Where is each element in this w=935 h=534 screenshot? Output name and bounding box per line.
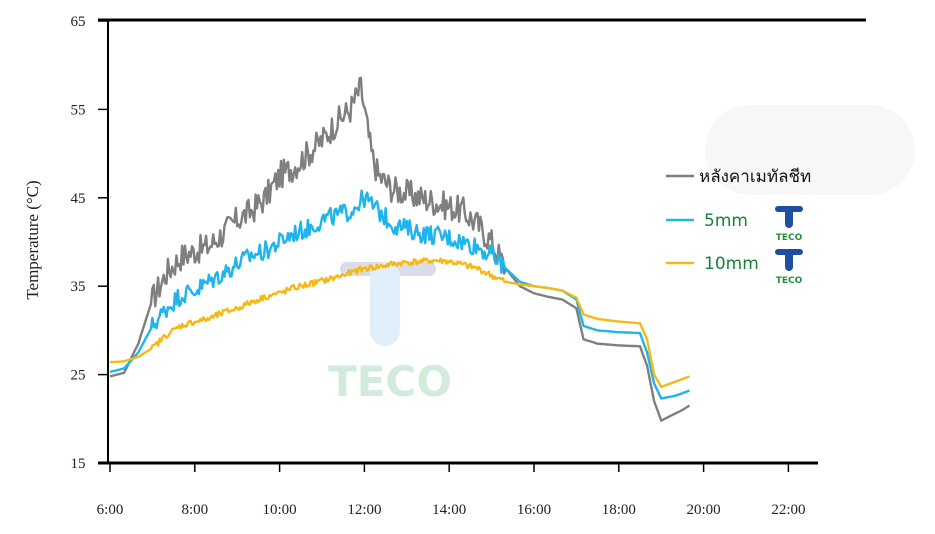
- x-tick-label: 20:00: [687, 502, 721, 518]
- x-tick-label: 6:00: [97, 502, 124, 518]
- logo-stem: [785, 206, 793, 228]
- x-tick-label: 8:00: [181, 502, 208, 518]
- series-line-1: [109, 189, 690, 400]
- series-group: [109, 76, 691, 422]
- teco-logo: TECO: [775, 206, 803, 243]
- x-ticks: 6:00 8:00 10:00 12:00 14:00 16:00 18:00 20:00 22…: [97, 463, 805, 518]
- logo-text: TECO: [776, 233, 803, 243]
- watermark-text: TECO: [328, 357, 452, 406]
- y-tick-label: 45: [71, 191, 86, 207]
- y-tick-label: 15: [71, 456, 86, 472]
- logo-text: TECO: [776, 276, 803, 286]
- legend-label: 5mm: [704, 211, 748, 231]
- teco-watermark: TECO: [328, 262, 452, 406]
- teco-logo: TECO: [775, 249, 803, 286]
- watermark-bar: [340, 262, 436, 276]
- logo-stem: [785, 249, 793, 271]
- x-tick-label: 12:00: [347, 502, 381, 518]
- legend-background: [705, 105, 915, 195]
- y-ticks: 15 25 35 45 55 65: [71, 14, 108, 472]
- y-axis-label: Temperature (°C): [23, 180, 42, 299]
- axes: [98, 18, 866, 465]
- x-tick-label: 22:00: [771, 502, 805, 518]
- series-line-0: [109, 76, 691, 422]
- y-tick-label: 55: [71, 102, 86, 118]
- x-tick-label: 16:00: [517, 502, 551, 518]
- y-tick-label: 25: [71, 368, 86, 384]
- y-tick-label: 65: [71, 14, 86, 30]
- y-tick-label: 35: [71, 279, 86, 295]
- x-tick-label: 18:00: [602, 502, 636, 518]
- legend-label: หลังคาเมทัลชีท: [699, 167, 811, 187]
- watermark-stem: [370, 262, 400, 346]
- x-tick-label: 14:00: [432, 502, 466, 518]
- series-line-2: [109, 257, 690, 389]
- legend: หลังคาเมทัลชีท 5mm TECO 10mm TECO: [666, 167, 811, 286]
- legend-label: 10mm: [704, 254, 759, 274]
- x-tick-label: 10:00: [263, 502, 297, 518]
